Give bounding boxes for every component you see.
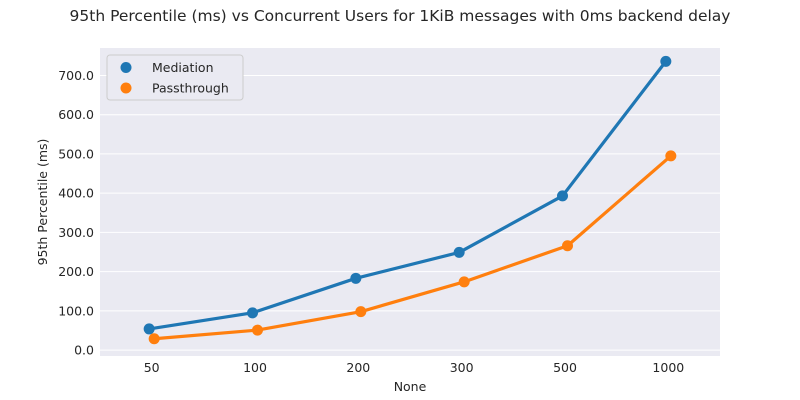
data-point-passthrough xyxy=(148,333,160,345)
series-line-passthrough xyxy=(152,154,673,341)
y-axis: 0.0 100.0 200.0 300.0 400.0 500.0 600.0 700.0 xyxy=(58,68,94,358)
y-tick-label: 500.0 xyxy=(58,146,94,161)
x-tick-label: 500 xyxy=(553,360,577,375)
x-tick-label: 300 xyxy=(450,360,474,375)
legend-label-mediation: Mediation xyxy=(152,60,214,75)
data-point-mediation xyxy=(350,272,362,284)
x-tick-label: 1000 xyxy=(652,360,684,375)
y-tick-label: 300.0 xyxy=(58,225,94,240)
chart-title: 95th Percentile (ms) vs Concurrent Users… xyxy=(70,7,731,25)
legend-label-passthrough: Passthrough xyxy=(152,81,229,96)
data-point-mediation xyxy=(143,323,155,335)
data-point-passthrough xyxy=(252,324,263,336)
data-point-mediation xyxy=(660,55,672,67)
y-tick-label: 700.0 xyxy=(58,68,94,83)
legend-box xyxy=(106,54,244,101)
legend-marker-mediation xyxy=(120,62,132,73)
x-axis-label: None xyxy=(394,379,427,394)
y-tick-label: 0.0 xyxy=(74,343,94,358)
series-points xyxy=(143,55,677,345)
series-lines xyxy=(147,59,673,341)
y-tick-label: 400.0 xyxy=(58,186,94,201)
x-axis: 50 100 200 300 500 1000 xyxy=(144,360,685,375)
data-point-mediation xyxy=(557,190,568,202)
data-point-passthrough xyxy=(562,240,573,252)
data-point-passthrough xyxy=(665,150,677,162)
y-axis-label: 95th Percentile (ms) xyxy=(35,139,50,266)
legend: Mediation Passthrough xyxy=(106,54,244,101)
y-tick-label: 100.0 xyxy=(58,303,94,318)
legend-marker-passthrough xyxy=(120,82,132,94)
x-tick-label: 50 xyxy=(144,360,160,375)
data-point-passthrough xyxy=(458,276,470,288)
data-point-mediation xyxy=(247,307,258,319)
x-tick-label: 200 xyxy=(346,360,370,375)
x-tick-label: 100 xyxy=(243,360,267,375)
series-line-mediation xyxy=(147,59,668,331)
data-point-mediation xyxy=(453,246,465,258)
y-tick-label: 200.0 xyxy=(58,264,94,279)
data-point-passthrough xyxy=(355,306,367,318)
y-tick-label: 600.0 xyxy=(58,107,94,122)
